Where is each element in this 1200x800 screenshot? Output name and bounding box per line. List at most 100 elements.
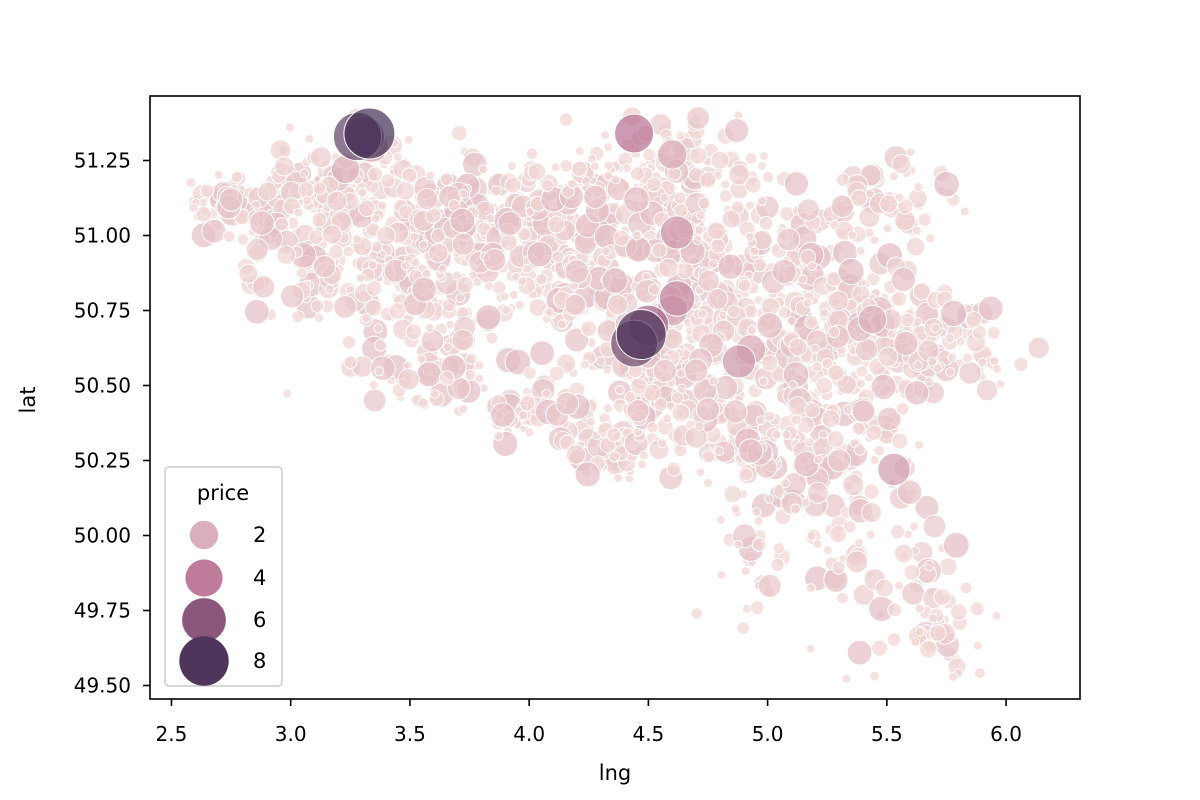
scatter-point [523, 366, 537, 380]
scatter-point [506, 161, 517, 171]
scatter-point [891, 432, 909, 450]
scatter-point [756, 312, 783, 339]
scatter-point [891, 154, 912, 175]
scatter-point [694, 421, 705, 431]
scatter-point [373, 323, 384, 334]
scatter-point [912, 282, 931, 301]
scatter-point [752, 257, 768, 273]
scatter-point [969, 601, 985, 617]
scatter-point [904, 380, 930, 406]
scatter-point [613, 473, 624, 484]
scatter-point [851, 421, 866, 436]
scatter-point [914, 603, 925, 614]
scatter-point [781, 429, 792, 440]
scatter-point [284, 122, 295, 133]
scatter-point [714, 445, 725, 456]
scatter-point [361, 313, 371, 324]
scatter-point [863, 483, 880, 500]
scatter-point [841, 674, 852, 685]
scatter-point [728, 163, 750, 186]
scatter-point [362, 388, 387, 413]
scatter-point [555, 391, 580, 416]
scatter-point [524, 427, 535, 438]
scatter-point [869, 670, 881, 682]
scatter-point [504, 348, 532, 376]
scatter-point [758, 216, 774, 231]
scatter-point [788, 379, 798, 390]
scatter-point [923, 559, 935, 572]
scatter-point [608, 450, 621, 463]
scatter-point [416, 353, 427, 364]
scatter-point [388, 302, 407, 320]
y-tick-label: 50.25 [74, 449, 131, 473]
scatter-point [420, 328, 445, 353]
scatter-point [972, 640, 983, 651]
scatter-point [813, 454, 824, 465]
points-layer [185, 106, 1050, 685]
scatter-point [607, 294, 629, 316]
scatter-point [652, 358, 677, 383]
scatter-point [716, 570, 727, 581]
scatter-point [821, 357, 834, 370]
scatter-point [400, 260, 411, 271]
scatter-point [922, 514, 947, 539]
scatter-point [761, 171, 775, 184]
scatter-point [804, 437, 815, 448]
scatter-point [574, 146, 585, 156]
scatter-point [759, 151, 770, 162]
legend-entries: 2 4 6 8 [179, 520, 266, 686]
scatter-point [763, 410, 776, 422]
scatter-point [689, 146, 708, 165]
scatter-point [901, 581, 926, 606]
scatter-point [673, 191, 687, 205]
scatter-point [601, 267, 629, 294]
scatter-point [343, 107, 396, 160]
scatter-point [358, 199, 376, 218]
scatter-point [541, 178, 555, 192]
scatter-point [819, 307, 830, 318]
scatter-point [314, 313, 324, 324]
scatter-point [827, 430, 845, 448]
scatter-point [753, 515, 764, 526]
scatter-point [877, 346, 899, 367]
scatter-point [905, 237, 926, 257]
scatter-point [449, 207, 476, 234]
scatter-point [865, 529, 876, 540]
scatter-point [626, 399, 650, 423]
scatter-point [657, 139, 688, 170]
scatter-point [475, 304, 502, 331]
scatter-point [787, 396, 808, 416]
scatter-point [662, 413, 673, 424]
scatter-point [955, 336, 966, 347]
scatter-point [940, 299, 968, 328]
scatter-point [977, 295, 1004, 322]
scatter-point [451, 232, 475, 256]
scatter-point [368, 250, 378, 261]
scatter-point [458, 404, 469, 415]
scatter-point [945, 367, 956, 377]
x-tick-label: 3.0 [275, 722, 307, 746]
scatter-point [478, 164, 489, 175]
scatter-point [850, 189, 868, 207]
scatter-point [590, 161, 600, 172]
scatter-point [701, 450, 716, 464]
scatter-point [710, 150, 730, 170]
scatter-point [925, 233, 936, 244]
scatter-point [657, 438, 668, 449]
scatter-point [581, 176, 592, 187]
scatter-point [341, 335, 357, 350]
scatter-point [564, 259, 589, 284]
scatter-point [565, 444, 587, 465]
scatter-point [695, 397, 721, 422]
scatter-point [882, 223, 893, 234]
scatter-point [548, 365, 565, 382]
scatter-point [942, 531, 970, 559]
scatter-point [829, 525, 848, 544]
scatter-point [790, 503, 801, 515]
scatter-point [720, 179, 731, 190]
plot-frame [149, 95, 1081, 700]
scatter-point [671, 391, 684, 405]
scatter-point [777, 305, 792, 320]
